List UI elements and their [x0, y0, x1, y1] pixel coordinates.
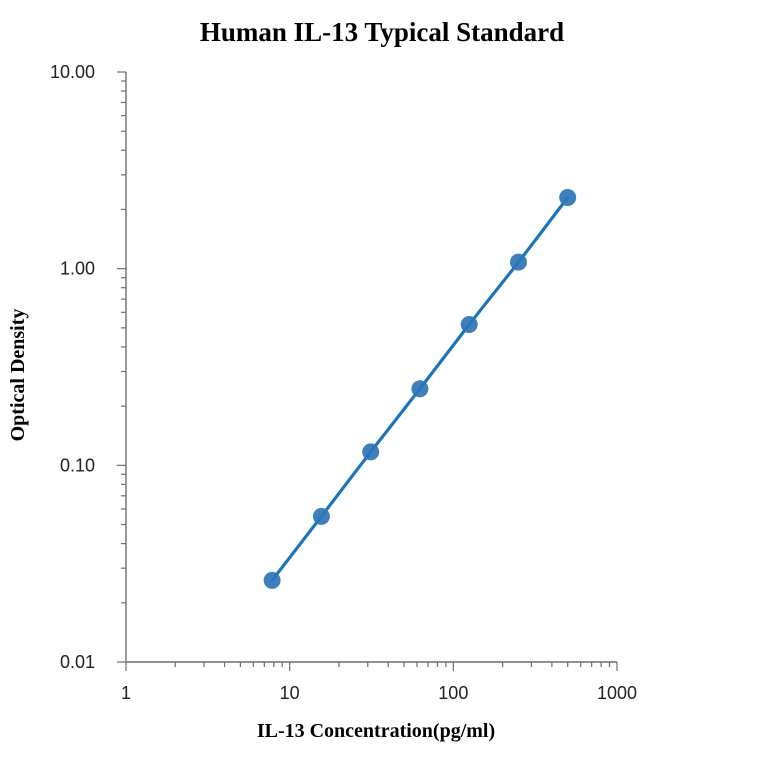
y-tick-label: 10.00: [50, 62, 95, 82]
major-ticks: [117, 71, 618, 671]
y-tick-label: 1.00: [60, 259, 95, 279]
x-tick-label: 10: [280, 683, 300, 703]
chart-title: Human IL-13 Typical Standard: [200, 17, 564, 47]
data-point: [559, 189, 577, 206]
data-point: [362, 443, 380, 461]
data-point: [460, 316, 478, 333]
x-tick-label: 1000: [597, 683, 637, 703]
x-tick-label: 1: [121, 683, 131, 703]
series-layer: [263, 189, 577, 589]
axes: [125, 72, 617, 663]
x-tick-label: 100: [438, 683, 468, 703]
data-point: [312, 507, 330, 525]
y-tick-label: 0.01: [60, 652, 95, 672]
data-point: [263, 571, 281, 589]
minor-ticks: [121, 80, 611, 667]
x-axis-title: IL-13 Concentration(pg/ml): [257, 720, 495, 742]
data-point: [411, 380, 429, 398]
x-tick-labels: 1 10 100 1000: [121, 683, 637, 703]
y-axis-title: Optical Density: [7, 309, 29, 442]
y-tick-labels: 0.01 0.10 1.00 10.00: [50, 62, 95, 672]
data-point: [510, 253, 527, 271]
y-tick-label: 0.10: [60, 455, 95, 475]
